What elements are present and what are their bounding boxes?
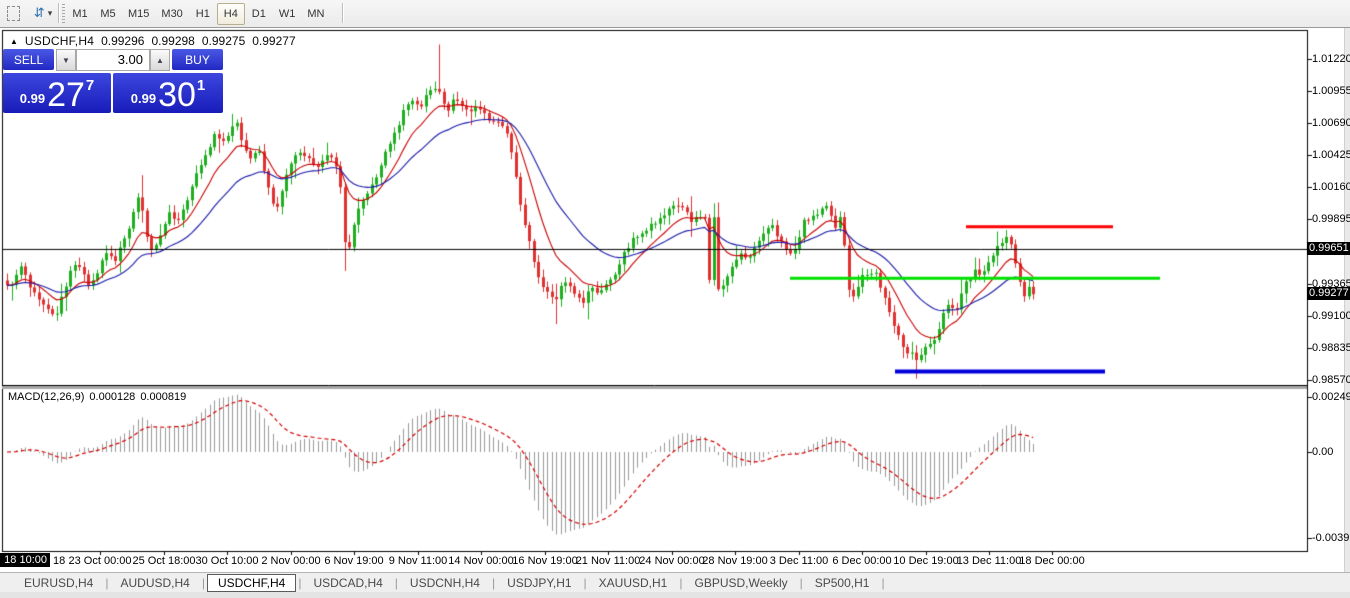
macd-main-value: 0.000128 [89,391,136,403]
chart-tab-usdcad[interactable]: USDCAD,H4 [313,575,383,590]
volume-input[interactable]: 3.00 [76,49,150,71]
time-tick-label: 10 Dec 19:00 [893,555,959,567]
price-tick-label: 1.00690 [1312,117,1350,130]
hline-price-label: 0.99651 [1307,241,1350,255]
tab-separator: | [105,575,109,590]
arrows-glyph: ⇵ [33,5,45,20]
time-tick-label: 30 Oct 10:00 [195,555,259,567]
chart-header: ▲ USDCHF,H4 0.99296 0.99298 0.99275 0.99… [10,34,296,48]
time-axis-first-label: 18 [53,555,66,567]
collapse-icon[interactable]: ▲ [10,36,18,46]
macd-indicator-label: MACD(12,26,9) 0.000128 0.000819 [8,391,186,403]
time-tick-label: 6 Dec 00:00 [832,555,892,567]
top-toolbar: ⇵ ▾ M1 M5 M15 M30 H1 H4 D1 W1 MN [0,0,1350,28]
price-tick-label: 1.00955 [1312,85,1350,98]
timeframe-button-d1[interactable]: D1 [251,8,266,20]
price-tick-label: 0.98835 [1312,341,1350,354]
toolbar-grip[interactable] [62,4,65,23]
timeframe-button-h4[interactable]: H4 [216,3,245,25]
dashed-rect-glyph [6,5,20,21]
sell-price-fraction: 7 [85,77,95,94]
macd-signal-value: 0.000819 [140,391,187,403]
chart-tab-gbpusd[interactable]: GBPUSD,Weekly [694,575,788,590]
time-tick-label: 28 Nov 19:00 [702,555,768,567]
price-tick-label: 1.00160 [1312,181,1350,194]
volume-decrease-button[interactable]: ▼ [56,49,76,71]
chart-symbol-title: USDCHF,H4 [24,34,95,48]
price-tick-label: 0.98570 [1312,373,1350,386]
tab-separator: | [679,575,683,590]
price-tick-label: 1.00425 [1312,149,1350,162]
price-tick-label: 0.99895 [1312,213,1350,226]
time-tick-label: 24 Nov 00:00 [639,555,705,567]
tab-separator: | [881,575,885,590]
buy-price-base: 0.99 [130,91,157,106]
timeframe-button-m30[interactable]: M30 [161,8,183,20]
toolbar-separator [342,3,343,23]
window-bottom-edge [0,592,1350,598]
chart-shift-icon[interactable] [4,4,22,22]
buy-price-fraction: 1 [196,77,206,94]
chart-tab-audusd[interactable]: AUDUSD,H4 [120,575,190,590]
timeframe-button-h1[interactable]: H1 [195,8,210,20]
sell-price-pips: 27 [47,76,85,114]
time-tick-label: 18 Dec 00:00 [1019,555,1085,567]
toolbar-separator [58,3,59,23]
quote-close: 0.99277 [252,34,296,48]
time-tick-label: 9 Nov 11:00 [388,555,448,567]
macd-tick-label: 0.00 [1312,446,1334,458]
time-tick-label: 25 Oct 18:00 [132,555,196,567]
tab-separator: | [583,575,587,590]
sell-button[interactable]: SELL [3,49,54,70]
time-tick-label: 3 Dec 11:00 [769,555,829,567]
timeframe-button-m1[interactable]: M1 [72,8,88,20]
indicators-icon[interactable]: ⇵ ▾ [28,4,58,22]
quote-open: 0.99296 [101,34,145,48]
price-tick-label: 0.99100 [1312,309,1350,322]
quote-high: 0.99298 [151,34,195,48]
time-tick-label: 21 Nov 11:00 [575,555,641,567]
price-tick-label: 1.01220 [1312,53,1350,65]
chart-tab-eurusd[interactable]: EURUSD,H4 [24,575,94,590]
tab-separator: | [799,575,803,590]
buy-price-box[interactable]: 0.99 30 1 [113,73,223,113]
price-tick-label: 0.99365 [1312,277,1350,290]
timeframe-button-m5[interactable]: M5 [100,8,116,20]
bid-price-label: 0.99277 [1307,287,1350,301]
sell-price-box[interactable]: 0.99 27 7 [3,73,111,113]
time-cursor-label: 18 10:00 [0,553,50,567]
time-tick-label: 6 Nov 19:00 [324,555,384,567]
tab-separator: | [394,575,398,590]
sell-price-base: 0.99 [19,91,46,106]
price-chart-canvas[interactable] [0,28,1350,572]
chart-tab-usdcnh[interactable]: USDCNH,H4 [409,575,480,590]
macd-tick-label: -0.003913 [1312,532,1350,544]
chart-tab-xauusd[interactable]: XAUUSD,H1 [598,575,668,590]
timeframe-button-m15[interactable]: M15 [128,8,150,20]
chart-tab-sp500[interactable]: SP500,H1 [814,575,870,590]
chart-tab-usdchf[interactable]: USDCHF,H4 [206,573,297,592]
quote-low: 0.99275 [201,34,246,48]
time-tick-label: 23 Oct 00:00 [68,555,132,567]
buy-button[interactable]: BUY [172,49,223,70]
tab-separator: | [298,575,302,590]
time-tick-label: 14 Nov 00:00 [448,555,514,567]
timeframe-button-group: M1 M5 M15 M30 H1 H4 D1 W1 MN [66,2,330,26]
buy-price-pips: 30 [158,76,196,114]
chart-tab-bar: EURUSD,H4 | AUDUSD,H4 | USDCHF,H4 | USDCAD,H4 |… [0,572,1350,592]
timeframe-button-mn[interactable]: MN [307,8,325,20]
one-click-trade-panel: SELL ▼ 3.00 ▲ BUY 0.99 27 7 0.99 30 1 [3,48,223,114]
chart-tab-usdjpy[interactable]: USDJPY,H1 [507,575,572,590]
volume-increase-button[interactable]: ▲ [150,49,170,71]
timeframe-button-w1[interactable]: W1 [278,8,296,20]
tab-separator: | [201,575,205,590]
chevron-down-icon: ▾ [47,7,53,18]
time-tick-label: 2 Nov 00:00 [261,555,321,567]
time-tick-label: 16 Nov 19:00 [512,555,578,567]
macd-tick-label: 0.002492 [1312,391,1350,404]
tab-separator: | [491,575,496,590]
macd-name: MACD(12,26,9) [8,391,85,403]
time-tick-label: 13 Dec 11:00 [956,555,1022,567]
